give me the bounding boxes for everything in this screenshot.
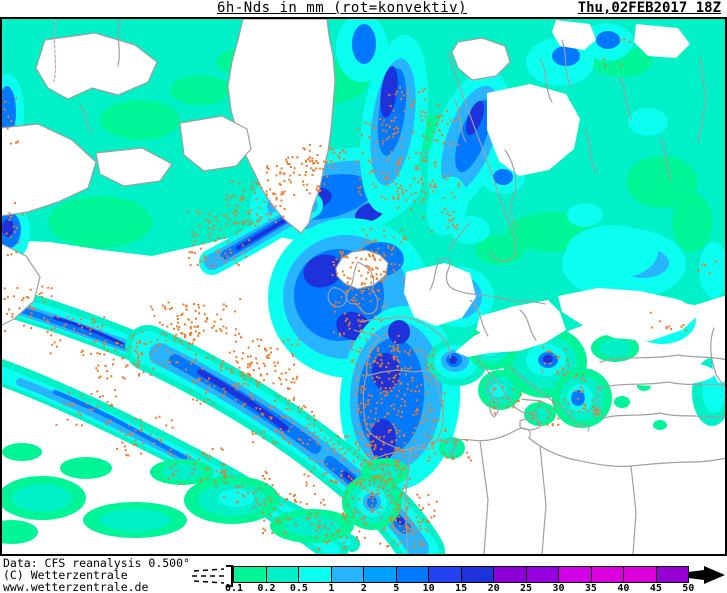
legend-tick-label: 15 [455, 583, 468, 593]
legend-color-box [559, 567, 592, 582]
valid-datetime: Thu,02FEB2017 18Z [577, 0, 721, 16]
legend-tick-label: 0.1 [224, 583, 244, 593]
legend-tick-label: 50 [682, 583, 695, 593]
legend-tick-label: 1 [328, 583, 335, 593]
legend-tick-label: 20 [487, 583, 500, 593]
legend-color-box [299, 567, 332, 582]
legend-color-box [656, 567, 688, 582]
legend-tick-label: 2 [360, 583, 367, 593]
legend-overflow-arrow-icon [688, 566, 725, 584]
legend-color-box [396, 567, 429, 582]
chart-title: 6h-Nds in mm (rot=konvektiv) [216, 0, 468, 16]
coastlines-layer [53, 19, 725, 554]
legend-color-box [429, 567, 462, 582]
sub-threshold-dashes-icon [192, 565, 233, 587]
legend-tick-label: 0.5 [289, 583, 308, 593]
credits-block: Data: CFS reanalysis 0.500° (C) Wetterzen… [3, 557, 190, 593]
legend-tick-label: 40 [617, 583, 630, 593]
legend-tick-label: 5 [393, 583, 400, 593]
map-area [0, 17, 727, 556]
legend-color-box [461, 567, 494, 582]
header-bar: 6h-Nds in mm (rot=konvektiv) Thu,02FEB20… [0, 0, 727, 17]
legend-color-box [364, 567, 397, 582]
legend-color-box [624, 567, 657, 582]
legend-color-box [526, 567, 559, 582]
legend-color-box [494, 567, 527, 582]
legend-color-box [266, 567, 299, 582]
legend-color-box [234, 567, 267, 582]
legend-color-box [591, 567, 624, 582]
precip-detail-layer [2, 19, 725, 554]
data-source-line: Data: CFS reanalysis 0.500° [3, 556, 190, 570]
website-line: www.wetterzentrale.de [3, 580, 149, 593]
legend-tick-label: 45 [649, 583, 662, 593]
legend-tick-label: 25 [520, 583, 533, 593]
dry-areas-layer [2, 19, 725, 386]
precipitation-map-graphic [2, 19, 725, 554]
legend-tick-label: 35 [584, 583, 597, 593]
legend-tick-label: 0.2 [257, 583, 276, 593]
convective-dots-layer [3, 38, 718, 550]
copyright-line: (C) Wetterzentrale [3, 568, 128, 582]
legend-tick-label: 30 [552, 583, 565, 593]
legend-tick-label: 10 [422, 583, 435, 593]
precipitation-legend: 0.1 0.2 0.5 1 2 5 10 15 20 25 30 35 40 45 50 [0, 556, 727, 593]
legend-color-scale [233, 566, 689, 583]
legend-color-box [331, 567, 364, 582]
